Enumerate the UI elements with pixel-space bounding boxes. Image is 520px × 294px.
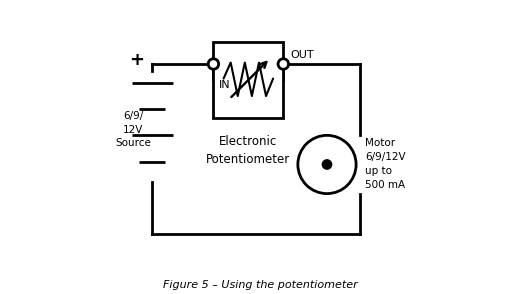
Text: 6/9/
12V
Source: 6/9/ 12V Source bbox=[115, 111, 151, 148]
Text: Electronic
Potentiometer: Electronic Potentiometer bbox=[206, 135, 291, 166]
Text: Figure 5 – Using the potentiometer: Figure 5 – Using the potentiometer bbox=[163, 280, 357, 290]
Text: Motor
6/9/12V
up to
500 mA: Motor 6/9/12V up to 500 mA bbox=[365, 138, 406, 191]
Bar bbox=[213, 42, 283, 118]
Text: +: + bbox=[129, 51, 144, 69]
Circle shape bbox=[278, 59, 289, 69]
Circle shape bbox=[208, 59, 218, 69]
Text: OUT: OUT bbox=[291, 50, 314, 60]
Circle shape bbox=[298, 135, 356, 193]
Text: IN: IN bbox=[219, 80, 231, 90]
Circle shape bbox=[322, 160, 332, 169]
